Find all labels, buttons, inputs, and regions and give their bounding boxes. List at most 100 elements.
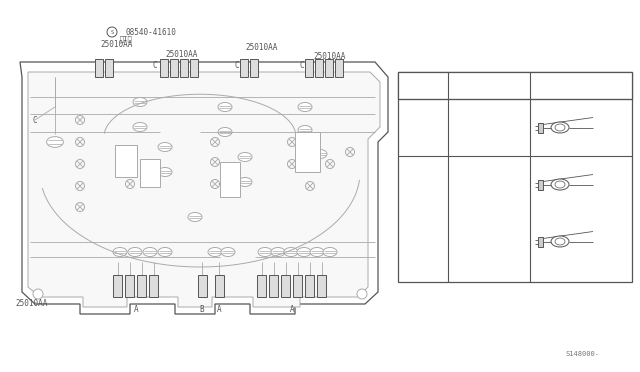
Ellipse shape (133, 97, 147, 106)
Ellipse shape (551, 236, 569, 247)
Bar (250, 59, 258, 77)
Ellipse shape (271, 247, 285, 257)
Ellipse shape (158, 142, 172, 151)
Text: 25010AA: 25010AA (245, 42, 277, 51)
Text: 24855BA: 24855BA (595, 126, 626, 132)
Ellipse shape (297, 247, 311, 257)
Text: 24855B: 24855B (595, 241, 621, 247)
Ellipse shape (284, 247, 298, 257)
Bar (149, 275, 158, 297)
Text: C: C (33, 115, 37, 125)
Text: S148000-: S148000- (566, 351, 600, 357)
Bar (113, 275, 122, 297)
Bar (315, 59, 323, 77)
Text: C: C (300, 61, 304, 70)
Circle shape (33, 289, 43, 299)
Text: 24855BB: 24855BB (595, 183, 626, 189)
Ellipse shape (47, 137, 63, 147)
Text: C: C (235, 61, 239, 70)
Ellipse shape (218, 103, 232, 112)
Ellipse shape (298, 125, 312, 135)
Text: 25010AA: 25010AA (100, 39, 132, 48)
Ellipse shape (188, 212, 202, 221)
Ellipse shape (555, 238, 565, 245)
Bar (140, 159, 160, 187)
Ellipse shape (258, 247, 272, 257)
Text: 14V-1.4W: 14V-1.4W (469, 123, 509, 132)
Bar (281, 275, 290, 297)
Bar (190, 59, 198, 77)
Bar (170, 59, 178, 77)
Text: 24850GA: 24850GA (595, 115, 626, 121)
Bar (160, 59, 168, 77)
Bar (95, 59, 103, 77)
Bar (220, 162, 240, 197)
Ellipse shape (313, 150, 327, 158)
Bar (538, 237, 543, 247)
Bar (325, 59, 333, 77)
Bar (198, 275, 207, 297)
Bar (398, 72, 632, 282)
Bar (293, 275, 302, 297)
Ellipse shape (218, 128, 232, 137)
Text: LOCATION: LOCATION (404, 81, 442, 90)
Text: B: B (200, 305, 204, 314)
Bar (137, 275, 146, 297)
Ellipse shape (555, 181, 565, 188)
Bar (257, 275, 266, 297)
Ellipse shape (551, 179, 569, 190)
Ellipse shape (551, 122, 569, 133)
Ellipse shape (128, 247, 142, 257)
Text: SPECIFICATION: SPECIFICATION (459, 81, 519, 90)
Ellipse shape (208, 247, 222, 257)
Bar (538, 180, 543, 189)
Ellipse shape (158, 167, 172, 176)
Ellipse shape (310, 247, 324, 257)
Text: 25010AA: 25010AA (165, 49, 197, 58)
Ellipse shape (133, 122, 147, 131)
Bar (180, 59, 188, 77)
Text: 〈I〉: 〈I〉 (120, 36, 132, 42)
Ellipse shape (323, 247, 337, 257)
Bar (305, 59, 313, 77)
Text: 25010AA: 25010AA (313, 51, 346, 61)
Text: 24850G: 24850G (595, 228, 621, 234)
Bar (125, 275, 134, 297)
Bar (215, 275, 224, 297)
Ellipse shape (143, 247, 157, 257)
Bar (305, 275, 314, 297)
Bar (240, 59, 248, 77)
Bar (269, 275, 278, 297)
Text: A: A (290, 305, 294, 314)
Ellipse shape (238, 153, 252, 161)
Ellipse shape (221, 247, 235, 257)
Ellipse shape (158, 247, 172, 257)
Ellipse shape (298, 103, 312, 112)
Text: 08540-41610: 08540-41610 (125, 28, 176, 36)
Ellipse shape (113, 247, 127, 257)
Bar (295, 132, 320, 172)
Text: B: B (420, 180, 426, 189)
Text: A: A (420, 123, 426, 132)
Text: CODE NO.: CODE NO. (563, 81, 600, 90)
Bar (105, 59, 113, 77)
Bar (398, 72, 632, 99)
Bar (538, 122, 543, 132)
Text: 25010AA: 25010AA (15, 299, 47, 308)
PathPatch shape (28, 72, 380, 307)
Text: 14V-3W: 14V-3W (474, 237, 504, 246)
Bar (335, 59, 343, 77)
Circle shape (357, 289, 367, 299)
Text: C: C (153, 61, 157, 70)
Text: A: A (134, 305, 138, 314)
Bar (115, 145, 137, 177)
Text: 24850GB: 24850GB (595, 171, 626, 177)
Text: 14V-2W: 14V-2W (474, 180, 504, 189)
Bar (317, 275, 326, 297)
Text: A: A (217, 305, 221, 314)
PathPatch shape (20, 62, 388, 314)
Text: S: S (110, 29, 114, 35)
Text: C: C (420, 237, 426, 246)
Ellipse shape (238, 177, 252, 186)
Ellipse shape (555, 124, 565, 131)
